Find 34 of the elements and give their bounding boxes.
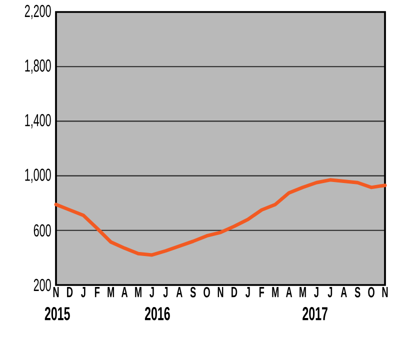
x-tick-label: N bbox=[53, 287, 59, 298]
x-tick-label: J bbox=[163, 287, 168, 298]
x-tick-label: D bbox=[67, 287, 73, 298]
y-tick-label: 1,800 bbox=[25, 59, 51, 74]
x-tick-label: F bbox=[94, 287, 100, 298]
y-tick-label: 2,200 bbox=[24, 4, 51, 20]
text: 2017 bbox=[302, 307, 328, 320]
x-tick-label: M bbox=[135, 287, 142, 298]
y-tick-label: 600 bbox=[34, 224, 51, 237]
x-tick-label: A bbox=[121, 287, 128, 298]
text: 2015 bbox=[44, 307, 70, 320]
x-tick-label: N bbox=[382, 287, 388, 298]
y-tick-label: 1,400 bbox=[25, 114, 51, 128]
text: 2016 bbox=[144, 307, 170, 320]
x-tick-label: O bbox=[204, 287, 210, 298]
x-tick-label: M bbox=[108, 287, 114, 298]
x-tick-label: A bbox=[176, 287, 182, 298]
y-tick-label: 200 bbox=[34, 278, 51, 292]
x-tick-label: A bbox=[340, 287, 347, 298]
x-tick-label: N bbox=[218, 287, 224, 298]
x-tick-label: D bbox=[232, 287, 238, 298]
x-tick-label: S bbox=[190, 287, 196, 298]
x-tick-label: J bbox=[246, 287, 250, 298]
x-tick-label: A bbox=[286, 287, 292, 298]
x-tick-label: J bbox=[314, 287, 318, 298]
x-tick-label: M bbox=[300, 287, 306, 298]
y-tick-label: 1,000 bbox=[25, 168, 51, 183]
x-tick-label: J bbox=[328, 287, 332, 298]
x-tick-label: J bbox=[81, 287, 86, 298]
x-tick-label: F bbox=[259, 287, 264, 298]
x-tick-label: M bbox=[272, 287, 279, 298]
x-tick-label: J bbox=[150, 287, 154, 298]
x-tick-label: S bbox=[354, 287, 360, 298]
x-tick-label: O bbox=[368, 287, 374, 298]
